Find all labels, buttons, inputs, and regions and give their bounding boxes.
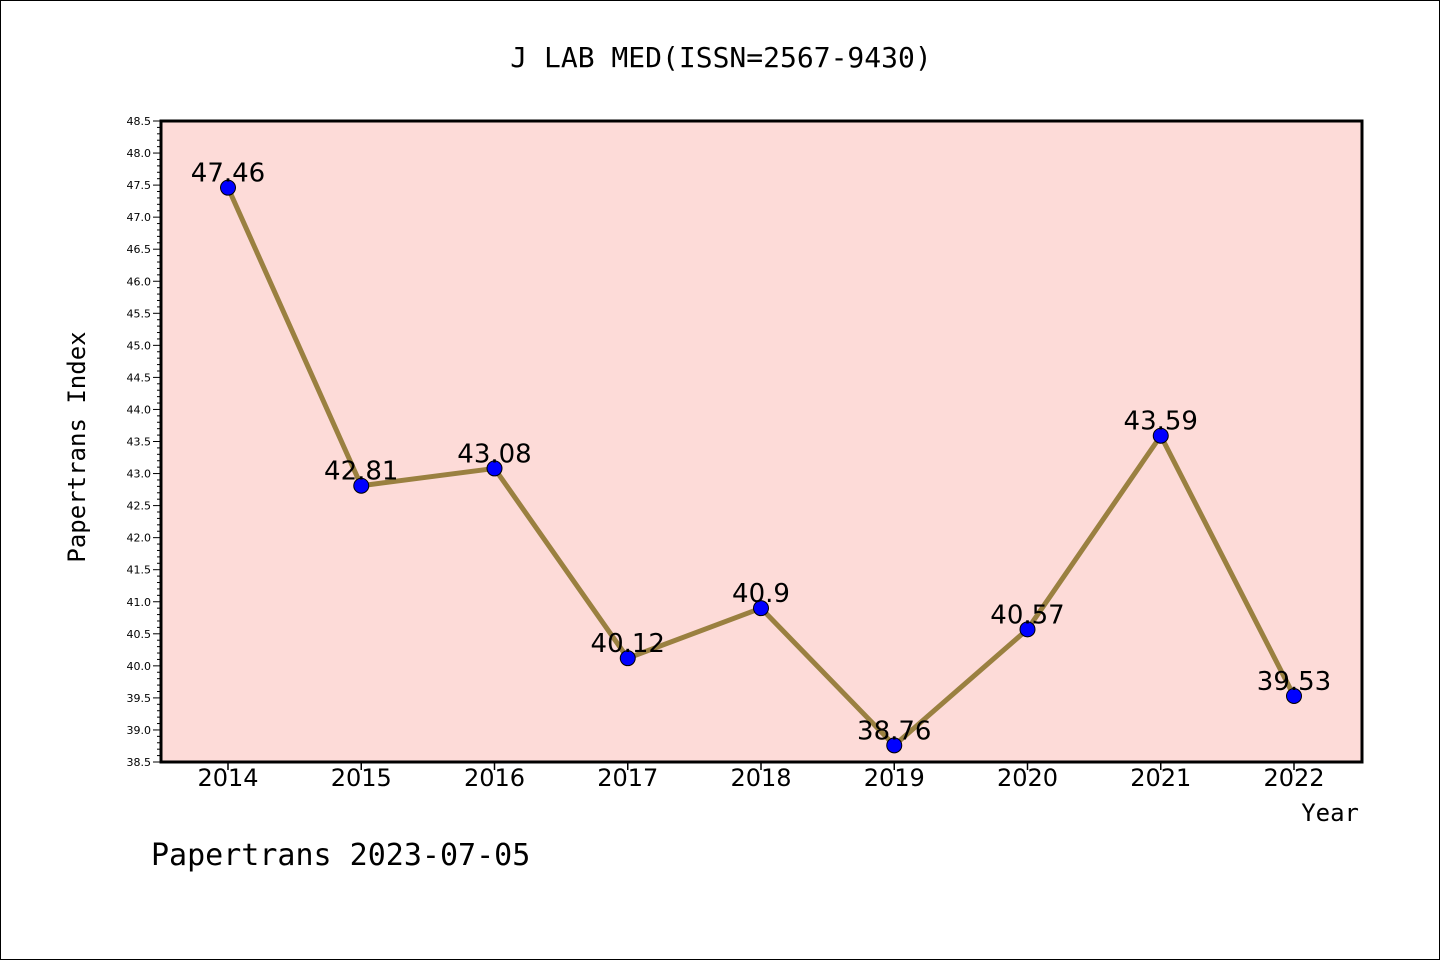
x-tick-label: 2020: [997, 764, 1058, 792]
data-label: 38.76: [857, 716, 931, 746]
y-tick-label: 41.0: [127, 596, 152, 609]
y-tick-label: 42.5: [127, 500, 152, 513]
x-tick-label: 2016: [464, 764, 525, 792]
x-axis: 2014 2015 2016 2017 2018 2019 2020 2021 2022: [197, 762, 1325, 792]
y-axis: 38.5 39.0 39.5 40.0 40.5 41.0 41.5 42.0 42.5 43.0…: [127, 115, 161, 769]
x-tick-label: 2014: [197, 764, 258, 792]
y-tick-label: 43.0: [127, 468, 152, 481]
y-tick-label: 40.0: [127, 660, 152, 673]
y-tick-label: 44.5: [127, 371, 152, 384]
x-tick-label: 2015: [331, 764, 392, 792]
chart-title: J LAB MED(ISSN=2567-9430): [510, 41, 931, 74]
data-label: 39.53: [1257, 667, 1331, 697]
data-point: [486, 460, 503, 477]
y-tick-label: 48.0: [127, 147, 152, 160]
x-tick-label: 2019: [864, 764, 925, 792]
data-label: 40.9: [732, 579, 790, 609]
data-label: 42.81: [324, 457, 398, 487]
data-label: 47.46: [191, 159, 265, 189]
data-point: [1152, 427, 1169, 444]
y-tick-label: 38.5: [127, 756, 152, 769]
y-tick-label: 48.5: [127, 115, 152, 128]
y-axis-label: Papertrans Index: [63, 331, 91, 562]
y-tick-label: 40.5: [127, 628, 152, 641]
data-point: [1286, 687, 1302, 704]
y-tick-label: 47.0: [127, 211, 152, 224]
data-labels-group: 47.46 42.81 43.08 40.12 40.9 38.76 40.57 43.59 3…: [191, 159, 1331, 747]
y-tick-label: 45.0: [127, 339, 152, 352]
data-label: 43.08: [457, 439, 531, 469]
x-tick-label: 2021: [1130, 764, 1191, 792]
data-point: [353, 477, 370, 494]
y-tick-label: 45.5: [127, 307, 152, 320]
data-point: [619, 650, 636, 667]
y-tick-label: 39.5: [127, 692, 152, 705]
y-tick-label: 43.5: [127, 436, 152, 449]
x-tick-label: 2017: [597, 764, 658, 792]
y-tick-label: 47.5: [127, 179, 152, 192]
y-tick-label: 46.5: [127, 243, 152, 256]
data-label: 40.12: [591, 629, 665, 659]
data-label: 43.59: [1124, 407, 1198, 437]
data-point: [220, 179, 236, 196]
data-point: [1019, 621, 1036, 638]
x-tick-label: 2022: [1263, 764, 1324, 792]
x-tick-label: 2018: [730, 764, 791, 792]
y-tick-label: 41.5: [127, 564, 152, 577]
data-point: [886, 737, 903, 754]
x-axis-label: Year: [1301, 799, 1359, 827]
data-label: 40.57: [990, 600, 1064, 630]
data-point: [753, 600, 769, 617]
series-line-group: [220, 179, 1302, 754]
y-tick-label: 46.0: [127, 275, 152, 288]
y-tick-label: 42.0: [127, 532, 152, 545]
y-tick-label: 39.0: [127, 724, 152, 737]
footer-text: Papertrans 2023-07-05: [151, 838, 530, 873]
y-tick-label: 44.0: [127, 403, 152, 416]
